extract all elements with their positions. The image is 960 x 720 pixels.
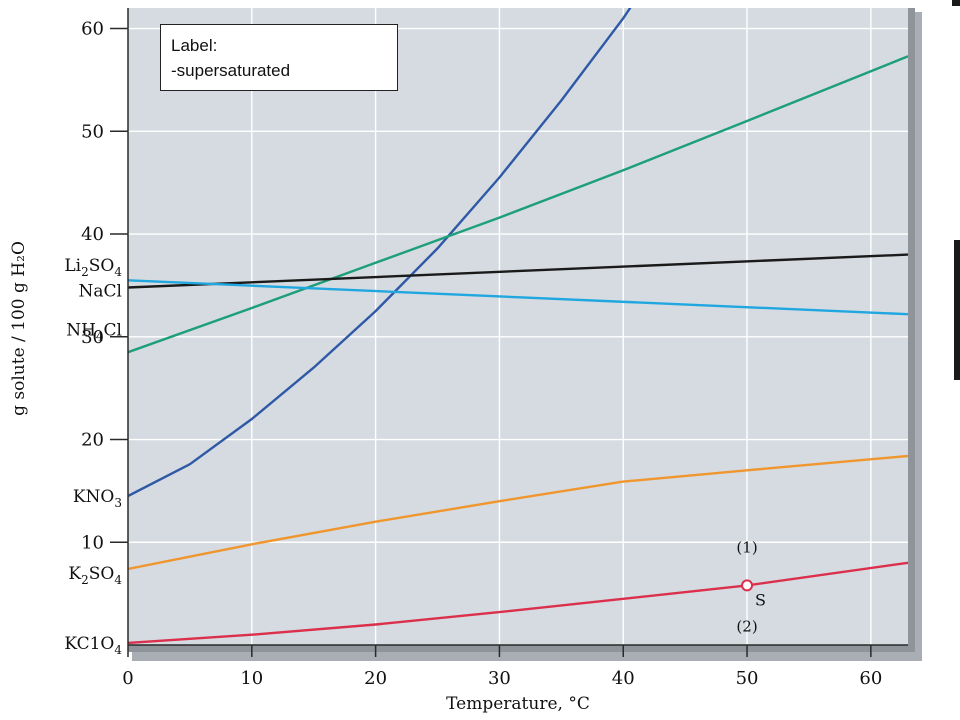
label-text: KNO	[73, 487, 115, 507]
right-edge-mark	[952, 0, 960, 6]
x-tick-label: 30	[488, 668, 511, 689]
region-label: (2)	[736, 618, 757, 636]
x-axis-label: Temperature, °C	[446, 694, 590, 714]
label-subscript: 4	[96, 330, 104, 344]
label-text: NaCl	[79, 282, 122, 302]
series-label-KClO4: KC1O4	[64, 634, 122, 657]
annotation-box: Label: -supersaturated	[160, 24, 398, 91]
axis-layer: 10 20 30 40 50 60 0 10 20 30 40 50 60 Temperature, °C…	[9, 8, 908, 714]
series-line-NH4Cl	[128, 55, 908, 354]
y-tick-label: 50	[81, 121, 104, 142]
y-tick-label: 60	[81, 19, 104, 40]
point-marker	[741, 579, 754, 592]
series-layer: S (1) (2)	[128, 8, 908, 645]
label-subscript: 2	[81, 573, 89, 587]
y-tick-label: 10	[81, 532, 104, 553]
series-label-K2SO4: K2SO4	[68, 564, 122, 587]
series-label-NaCl: NaCl	[79, 282, 122, 302]
label-subscript: 4	[114, 573, 122, 587]
x-tick-label: 0	[122, 668, 133, 689]
label-text: SO	[89, 256, 115, 276]
x-tick-label: 10	[240, 668, 263, 689]
label-text: Li	[64, 256, 81, 276]
series-label-NH4Cl: NH4Cl	[66, 321, 122, 344]
label-subscript: 2	[81, 265, 89, 279]
series-line-K2SO4	[128, 454, 908, 571]
point-label: S	[755, 590, 766, 609]
plot-background	[128, 8, 908, 645]
series-line-NaCl	[128, 279, 908, 316]
region-label: (1)	[736, 539, 757, 557]
label-text: NH	[66, 321, 96, 341]
x-tick-label: 60	[859, 668, 882, 689]
x-tick-label: 50	[736, 668, 759, 689]
x-tick-label: 20	[364, 668, 387, 689]
label-text: KC1O	[64, 634, 114, 654]
plot-right-edge	[908, 8, 915, 652]
y-tick-label: 40	[81, 224, 104, 245]
annotation-text: -supersaturated	[171, 61, 291, 80]
label-text: SO	[89, 564, 115, 584]
y-tick-label: 20	[81, 430, 104, 451]
annotation-title: Label:	[171, 36, 218, 55]
y-tick-label: 30	[81, 327, 104, 348]
series-line-KNO3	[128, 8, 632, 498]
label-subscript: 3	[114, 496, 122, 510]
series-label-Li2SO4: Li2SO4	[64, 256, 122, 279]
label-text: Cl	[104, 321, 122, 341]
label-subscript: 4	[114, 643, 122, 657]
right-edge-mark	[954, 240, 960, 380]
x-tick-label: 40	[612, 668, 635, 689]
y-axis-label: g solute / 100 g H₂O	[9, 241, 29, 416]
series-line-Li2SO4	[128, 253, 908, 289]
label-text: K	[68, 564, 81, 584]
label-subscript: 4	[114, 265, 122, 279]
plot-grid	[128, 8, 922, 661]
series-label-KNO3: KNO3	[73, 487, 122, 510]
plot-bottom-edge	[128, 645, 915, 652]
